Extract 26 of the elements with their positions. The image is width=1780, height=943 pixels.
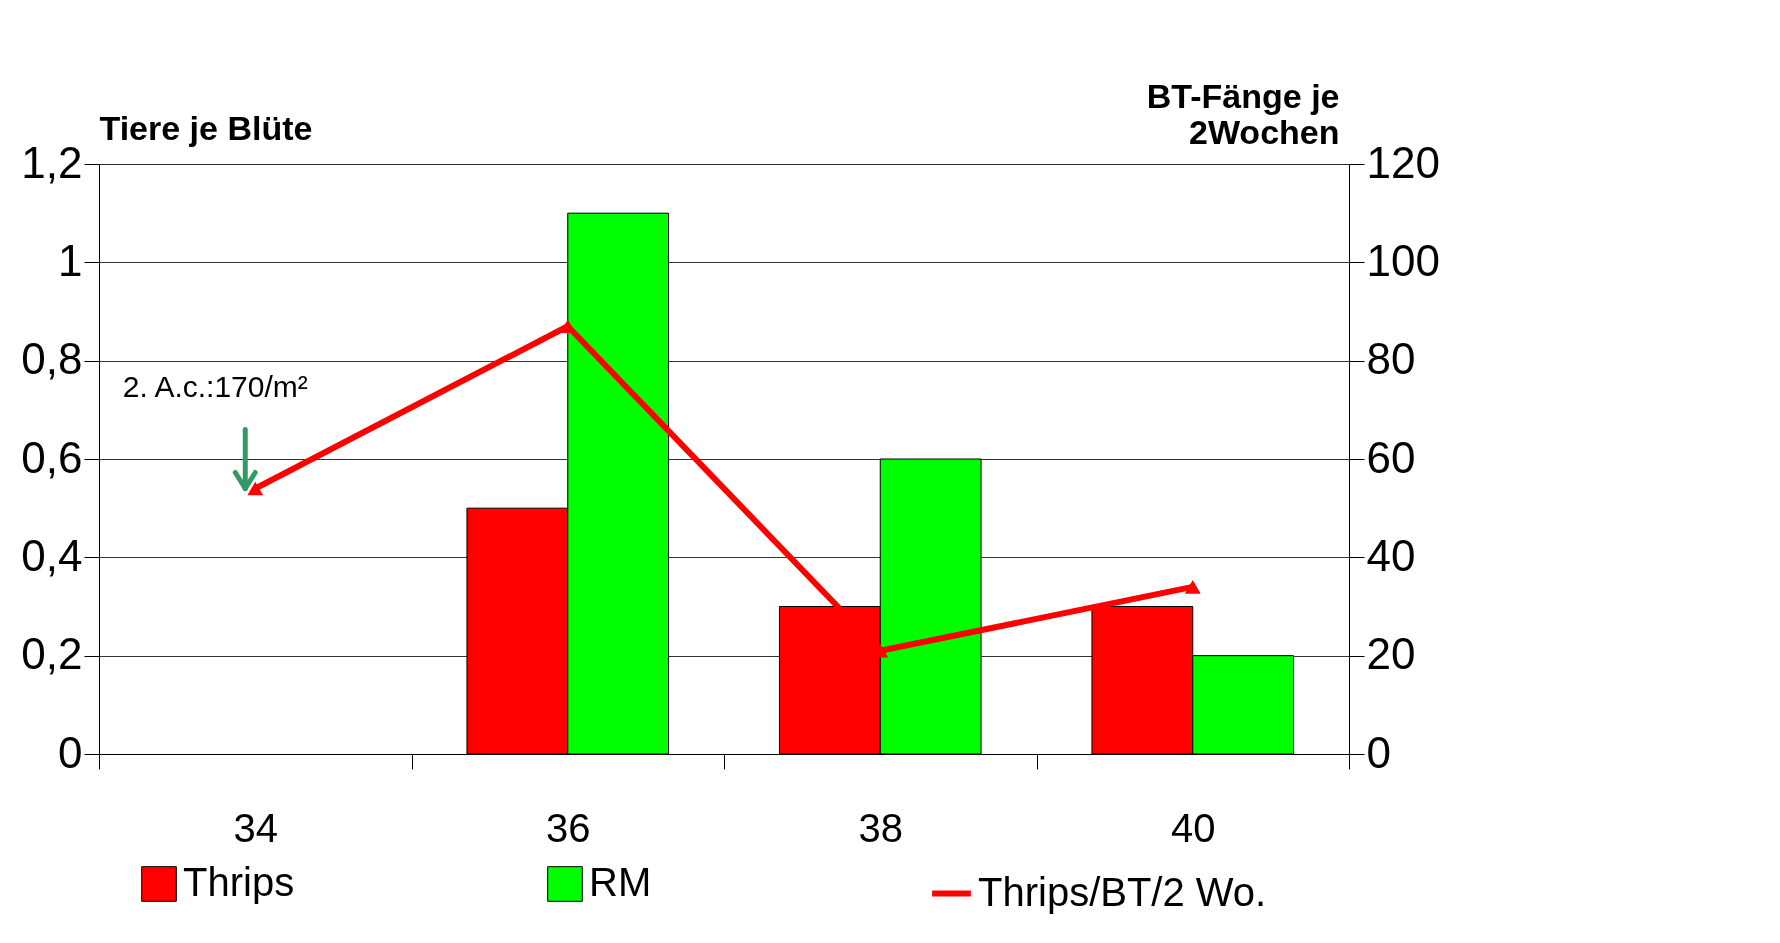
legend-label: Thrips/BT/2 Wo. — [978, 869, 1267, 914]
legend-label: Thrips — [183, 860, 295, 904]
y2-tick-label: 80 — [1366, 334, 1416, 384]
y2-tick-label: 40 — [1366, 530, 1416, 580]
point — [1184, 579, 1201, 594]
y2-axis-title: BT-Fänge je 2Wochen — [1146, 76, 1340, 151]
y-tick-label: 1 — [58, 235, 83, 285]
y-tick-label: 0,6 — [21, 432, 83, 482]
y2-tick-label: 20 — [1366, 629, 1416, 679]
y2-tick-label: 120 — [1366, 137, 1440, 187]
y-tick-label: 1,2 — [21, 137, 83, 187]
y2-tick-label: 60 — [1366, 432, 1416, 482]
y-tick-label: 0,8 — [21, 334, 83, 384]
x-tick-label: 38 — [858, 805, 903, 850]
y-tick-label: 0,2 — [21, 629, 83, 679]
y2-tick-label: 0 — [1366, 727, 1391, 777]
x-tick-label: 40 — [1171, 805, 1216, 850]
x-tick-label: 34 — [233, 805, 278, 850]
x-tick-label: 36 — [546, 805, 591, 850]
y-tick-label: 0,4 — [21, 530, 83, 580]
legend-label: RM — [589, 860, 652, 904]
y2-tick-label: 100 — [1366, 235, 1440, 285]
point — [247, 481, 264, 496]
y-tick-label: 0 — [58, 727, 83, 777]
annotation: 2. A.c.:170/m² — [122, 370, 308, 404]
y-axis-title: Tiere je Blüte — [99, 108, 313, 147]
